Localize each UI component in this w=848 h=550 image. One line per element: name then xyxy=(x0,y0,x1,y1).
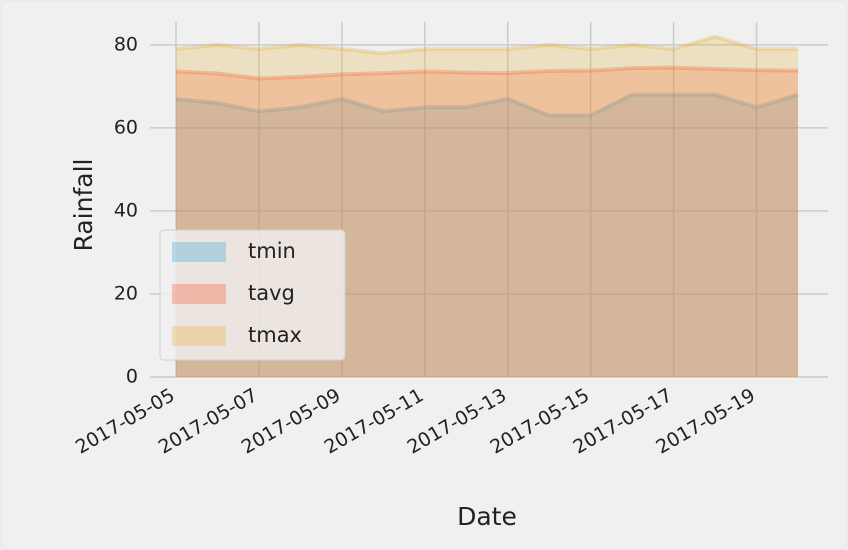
y-tick-label: 40 xyxy=(114,199,138,221)
legend-label: tmax xyxy=(248,323,302,347)
legend-swatch xyxy=(172,284,226,304)
legend-box xyxy=(159,229,346,361)
y-tick-label: 0 xyxy=(126,366,138,388)
area-edge xyxy=(175,34,798,56)
area-edge xyxy=(175,92,799,118)
x-axis-label: Date xyxy=(457,502,517,531)
area-edge xyxy=(175,65,799,81)
legend-label: tmin xyxy=(248,239,296,263)
legend-label: tavg xyxy=(248,281,295,305)
y-tick-label: 20 xyxy=(114,282,138,304)
y-axis-label: Rainfall xyxy=(69,159,98,252)
legend-swatch xyxy=(172,326,226,346)
y-tick-label: 60 xyxy=(114,116,138,138)
y-tick-label: 80 xyxy=(114,33,138,55)
legend-swatch xyxy=(172,242,226,262)
